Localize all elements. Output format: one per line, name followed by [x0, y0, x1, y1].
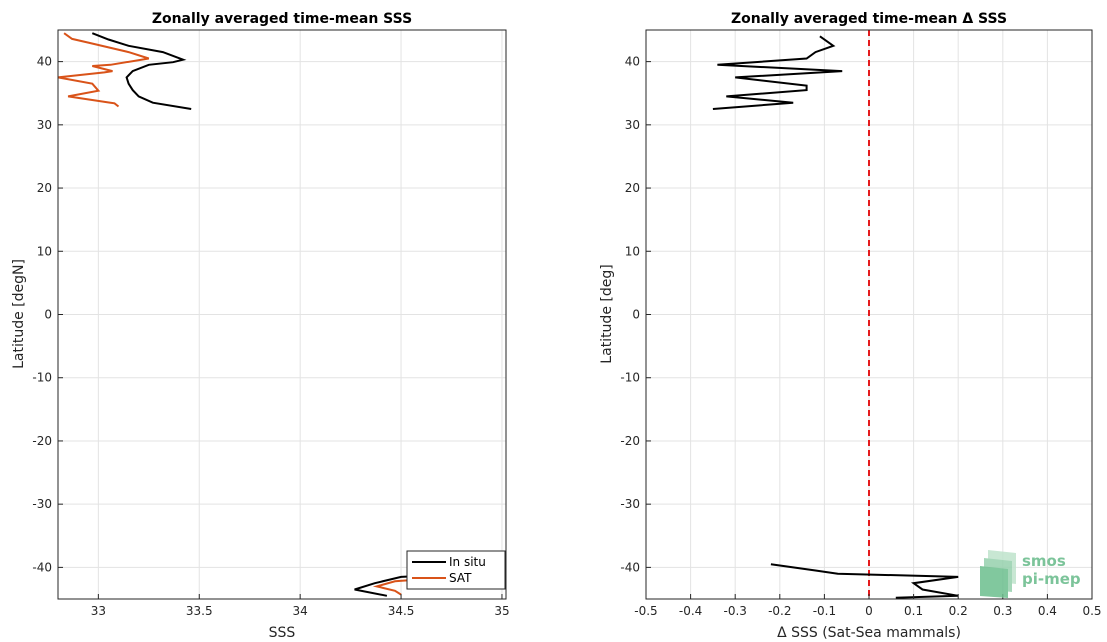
series-line-delta-sss-0 [712, 35, 843, 110]
legend-label-sat: SAT [449, 571, 472, 585]
y-tick-label: 20 [625, 181, 640, 195]
grid-left [58, 30, 506, 599]
x-tick-label: 0 [865, 604, 873, 618]
logo-text-pimep: pi-mep [1022, 570, 1081, 588]
y-tick-label: 30 [625, 118, 640, 132]
x-tick-label: 33 [91, 604, 106, 618]
chart-title-left: Zonally averaged time-mean SSS [152, 11, 412, 27]
x-tick-label: 35 [494, 604, 509, 618]
y-tick-label: -30 [32, 497, 52, 511]
y-axis-label-right: Latitude [deg] [599, 264, 615, 363]
logo-mark-icon [980, 550, 1016, 598]
y-tick-label: 0 [44, 308, 52, 322]
x-axis-label-right: Δ SSS (Sat-Sea mammals) [777, 625, 961, 641]
x-tick-label: 0.1 [904, 604, 923, 618]
y-tick-label: 40 [625, 55, 640, 69]
x-tick-label: 34.5 [388, 604, 415, 618]
series-line-sat-0 [57, 32, 150, 108]
y-ticks-left: 40 30 20 10 0 -10 -20 -30 -40 [32, 55, 63, 574]
legend-box [406, 550, 506, 590]
y-tick-label: -40 [32, 560, 52, 574]
y-tick-label: -10 [620, 371, 640, 385]
x-tick-label: -0.4 [679, 604, 702, 618]
y-tick-label: -30 [620, 497, 640, 511]
x-tick-label: -0.2 [768, 604, 791, 618]
x-tick-label: 0.5 [1082, 604, 1101, 618]
y-tick-label: 0 [632, 308, 640, 322]
legend-label-in-situ: In situ [449, 555, 486, 569]
x-tick-label: 33.5 [186, 604, 213, 618]
y-tick-label: -20 [32, 434, 52, 448]
x-tick-label: -0.5 [634, 604, 657, 618]
chart-left: 33 33.5 34 34.5 35 40 30 20 10 0 -10 -20 -30 -40 Zon… [11, 11, 510, 641]
series-line-delta-sss-1 [770, 563, 959, 599]
chart-right: -0.5 -0.4 -0.3 -0.2 -0.1 0 0.1 0.2 0.3 0.4 0.5 40 3… [599, 11, 1102, 641]
smos-pimep-logo: smos pi-mep [980, 550, 1081, 598]
y-tick-label: 10 [625, 244, 640, 258]
x-tick-label: 0.2 [949, 604, 968, 618]
x-tick-label: 0.4 [1038, 604, 1057, 618]
series-line-sat-1 [372, 578, 422, 596]
x-tick-label: -0.3 [723, 604, 746, 618]
x-axis-label-left: SSS [269, 625, 296, 641]
chart-title-right: Zonally averaged time-mean Δ SSS [731, 11, 1007, 27]
legend: In situ SAT [406, 550, 506, 590]
y-tick-label: -20 [620, 434, 640, 448]
y-tick-label: 30 [37, 118, 52, 132]
x-ticks-left: 33 33.5 34 34.5 35 [91, 594, 510, 618]
logo-text-smos: smos [1022, 552, 1066, 570]
x-tick-label: 34 [293, 604, 308, 618]
x-tick-label: 0.3 [993, 604, 1012, 618]
y-axis-label-left: Latitude [degN] [11, 259, 27, 369]
y-tick-label: 10 [37, 244, 52, 258]
y-ticks-right: 40 30 20 10 0 -10 -20 -30 -40 [620, 55, 651, 574]
y-tick-label: -40 [620, 560, 640, 574]
y-tick-label: 40 [37, 55, 52, 69]
x-tick-label: -0.1 [813, 604, 836, 618]
x-ticks-right: -0.5 -0.4 -0.3 -0.2 -0.1 0 0.1 0.2 0.3 0.4 0.5 [634, 594, 1102, 618]
series-line-in-situ-0 [91, 32, 192, 110]
series-group-right [712, 35, 959, 599]
y-tick-label: 20 [37, 181, 52, 195]
y-tick-label: -10 [32, 371, 52, 385]
